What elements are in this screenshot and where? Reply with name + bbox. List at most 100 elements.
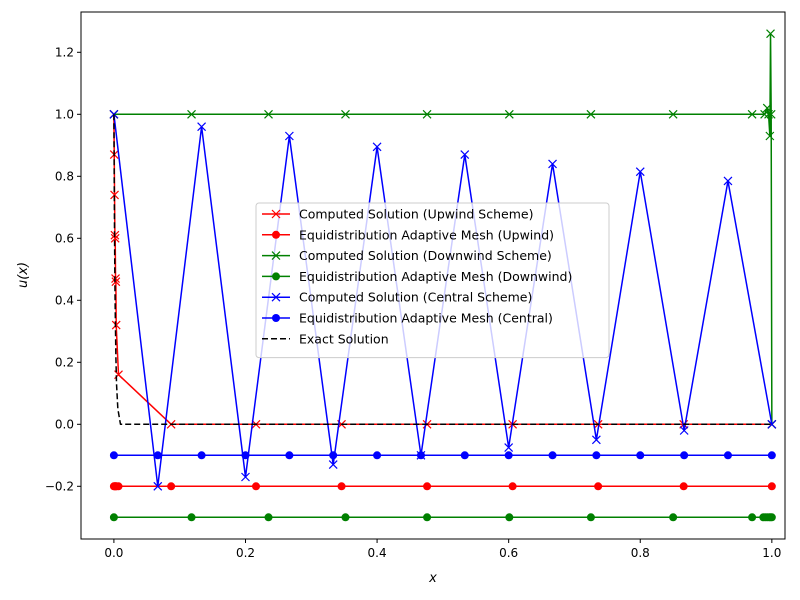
x-tick-label: 0.2 [236, 546, 255, 560]
data-point [373, 451, 382, 460]
data-point [508, 482, 517, 491]
data-point [504, 451, 513, 460]
data-point [504, 443, 514, 452]
x-tick-label: 0.6 [499, 546, 518, 560]
data-point [284, 131, 294, 141]
data-point [167, 482, 176, 491]
data-point [109, 109, 119, 119]
legend-label: Computed Solution (Upwind Scheme) [299, 207, 533, 222]
data-point [764, 109, 773, 119]
data-point [241, 451, 250, 460]
data-point [766, 29, 775, 39]
legend-label: Equidistribution Adaptive Mesh (Upwind) [299, 227, 554, 242]
data-point [423, 513, 432, 522]
data-point [505, 513, 514, 522]
data-point [504, 109, 514, 119]
y-tick-label: 1.0 [55, 107, 74, 121]
x-tick-label: 0.0 [104, 546, 123, 560]
legend-item: Equidistribution Adaptive Mesh (Central) [262, 311, 553, 326]
data-point [422, 109, 432, 119]
legend-item: Exact Solution [262, 331, 389, 346]
y-tick-label: 0.8 [55, 169, 74, 183]
data-point [187, 513, 196, 522]
data-point [679, 482, 688, 491]
y-tick-label: 0.6 [55, 231, 74, 245]
legend-item: Computed Solution (Upwind Scheme) [262, 207, 533, 222]
y-tick-label: 0.2 [55, 355, 74, 369]
data-point [109, 451, 118, 460]
data-point [285, 451, 294, 460]
legend-label: Computed Solution (Central Scheme) [299, 290, 532, 305]
data-point [723, 451, 732, 460]
y-tick-label: 0.4 [55, 293, 74, 307]
data-point [586, 109, 596, 119]
data-point [766, 109, 776, 119]
series-3 [109, 513, 776, 522]
series-line [113, 114, 772, 426]
data-point [586, 513, 595, 522]
data-point [592, 451, 601, 460]
data-point [341, 513, 350, 522]
data-point [767, 451, 776, 460]
data-point [760, 109, 770, 119]
legend-label: Computed Solution (Downwind Scheme) [299, 248, 552, 263]
x-tick-label: 1.0 [762, 546, 781, 560]
data-point [153, 451, 162, 460]
legend-label: Exact Solution [299, 331, 389, 346]
data-point [264, 109, 273, 119]
data-point [197, 451, 206, 460]
data-point [460, 451, 469, 460]
x-tick-label: 0.4 [368, 546, 387, 560]
data-point [111, 320, 121, 330]
legend-item: Equidistribution Adaptive Mesh (Downwind… [262, 269, 572, 284]
data-point [767, 482, 776, 491]
legend-marker [272, 272, 280, 281]
legend-item: Computed Solution (Central Scheme) [262, 290, 532, 305]
legend-marker [271, 292, 281, 302]
legend-item: Equidistribution Adaptive Mesh (Upwind) [262, 227, 554, 242]
data-point [679, 426, 689, 435]
plot-frame [80, 11, 786, 540]
data-point [252, 482, 261, 491]
data-point [111, 277, 121, 287]
legend-marker [271, 209, 281, 219]
y-axis-label: u(x) [16, 262, 31, 288]
legend-item: Computed Solution (Downwind Scheme) [262, 248, 552, 263]
data-point [109, 513, 118, 522]
y-tick-label: 0.0 [55, 417, 74, 431]
data-point [747, 109, 757, 119]
series-1 [109, 482, 776, 491]
data-point [416, 451, 425, 460]
data-point [328, 460, 338, 470]
data-point [264, 513, 273, 522]
data-point [767, 419, 777, 429]
x-axis-label: x [428, 571, 437, 586]
data-point [548, 451, 557, 460]
data-point [197, 122, 207, 132]
legend-marker [271, 251, 281, 261]
data-point [329, 451, 338, 460]
data-point [723, 176, 733, 186]
data-point [680, 451, 689, 460]
series-6 [113, 114, 772, 426]
legend-marker [272, 230, 280, 239]
data-point [110, 233, 120, 243]
legend-label: Equidistribution Adaptive Mesh (Downwind… [299, 269, 572, 284]
y-tick-label: 1.2 [55, 45, 74, 59]
legend-label: Equidistribution Adaptive Mesh (Central) [299, 311, 553, 326]
data-point [767, 513, 776, 522]
data-point [594, 482, 603, 491]
series-line [113, 32, 773, 425]
data-point [460, 150, 470, 160]
data-point [110, 190, 119, 200]
data-point [241, 472, 250, 482]
legend-box [255, 202, 610, 359]
legend: Computed Solution (Upwind Scheme) Equidis… [255, 202, 610, 359]
data-point [341, 109, 350, 119]
data-point [635, 167, 645, 177]
data-point [548, 159, 557, 169]
x-tick-label: 0.8 [631, 546, 650, 560]
series-5 [109, 451, 776, 460]
data-point [423, 482, 432, 491]
